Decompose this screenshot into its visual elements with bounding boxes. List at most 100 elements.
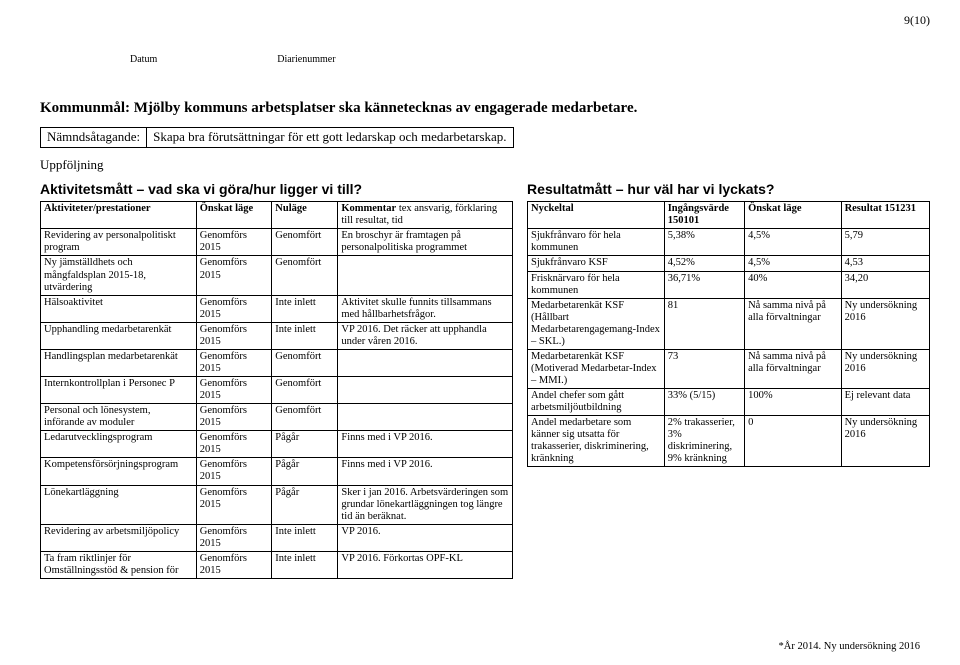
- cell: 4,52%: [664, 256, 744, 271]
- cell: Ta fram riktlinjer för Omställningsstöd …: [41, 551, 197, 578]
- col-aktiviteter: Aktiviteter/prestationer: [41, 202, 197, 229]
- right-column: Resultatmått – hur väl har vi lyckats? N…: [527, 181, 930, 467]
- namnd-label: Nämndsåtagande:: [40, 127, 147, 148]
- cell: Genomfört: [272, 229, 338, 256]
- table-row: Handlingsplan medarbetarenkätGenomförs 2…: [41, 349, 513, 376]
- cell: Inte inlett: [272, 322, 338, 349]
- cell: Genomförs 2015: [196, 295, 272, 322]
- table-row: HälsoaktivitetGenomförs 2015Inte inlettA…: [41, 295, 513, 322]
- cell: Nå samma nivå på alla förvaltningar: [745, 349, 841, 388]
- cell: Inte inlett: [272, 295, 338, 322]
- table-row: LönekartläggningGenomförs 2015PågårSker …: [41, 485, 513, 524]
- cell: Handlingsplan medarbetarenkät: [41, 349, 197, 376]
- cell: Ny undersökning 2016: [841, 416, 929, 467]
- cell: Genomförs 2015: [196, 349, 272, 376]
- cell: Frisknärvaro för hela kommunen: [528, 271, 665, 298]
- cell: VP 2016. Det räcker att upphandla under …: [338, 322, 513, 349]
- cell: Genomförs 2015: [196, 431, 272, 458]
- table-head-row: Nyckeltal Ingångsvärde 150101 Önskat läg…: [528, 202, 930, 229]
- cell: 5,38%: [664, 229, 744, 256]
- cell: Genomförs 2015: [196, 322, 272, 349]
- col-onskat: Önskat läge: [196, 202, 272, 229]
- cell: [338, 404, 513, 431]
- cell: 4,5%: [745, 256, 841, 271]
- cell: Sjukfrånvaro för hela kommunen: [528, 229, 665, 256]
- table-row: Medarbetarenkät KSF (Motiverad Medarbeta…: [528, 349, 930, 388]
- cell: 73: [664, 349, 744, 388]
- cell: Lönekartläggning: [41, 485, 197, 524]
- cell: 33% (5/15): [664, 389, 744, 416]
- kommunmal-label: Kommunmål:: [40, 100, 130, 116]
- cell: Medarbetarenkät KSF (Motiverad Medarbeta…: [528, 349, 665, 388]
- cell: Inte inlett: [272, 551, 338, 578]
- page-number: 9(10): [904, 14, 930, 28]
- col-resultat: Resultat 151231: [841, 202, 929, 229]
- cell: Genomförs 2015: [196, 404, 272, 431]
- cell: Genomfört: [272, 377, 338, 404]
- cell: Upphandling medarbetarenkät: [41, 322, 197, 349]
- cell: 100%: [745, 389, 841, 416]
- cell: [338, 377, 513, 404]
- table-row: Frisknärvaro för hela kommunen36,71%40%3…: [528, 271, 930, 298]
- cell: 81: [664, 298, 744, 349]
- table-row: Andel medarbetare som känner sig utsatta…: [528, 416, 930, 467]
- namnd-text: Skapa bra förutsättningar för ett gott l…: [147, 127, 513, 148]
- table-row: Ny jämställdhets och mångfaldsplan 2015-…: [41, 256, 513, 295]
- cell: En broschyr är framtagen på personalpoli…: [338, 229, 513, 256]
- table-row: Andel chefer som gått arbetsmiljöutbildn…: [528, 389, 930, 416]
- cell: Revidering av personalpolitiskt program: [41, 229, 197, 256]
- resultatmatt-title: Resultatmått – hur väl har vi lyckats?: [527, 181, 930, 197]
- cell: Aktivitet skulle funnits tillsammans med…: [338, 295, 513, 322]
- cell: Internkontrollplan i Personec P: [41, 377, 197, 404]
- cell: Sjukfrånvaro KSF: [528, 256, 665, 271]
- aktivitetsmatt-title: Aktivitetsmått – vad ska vi göra/hur lig…: [40, 181, 513, 197]
- namndsatagande-row: Nämndsåtagande: Skapa bra förutsättninga…: [40, 127, 930, 148]
- table-row: LedarutvecklingsprogramGenomförs 2015Påg…: [41, 431, 513, 458]
- resultat-table: Nyckeltal Ingångsvärde 150101 Önskat läg…: [527, 201, 930, 467]
- cell: 5,79: [841, 229, 929, 256]
- cell: 4,53: [841, 256, 929, 271]
- cell: VP 2016. Förkortas OPF-KL: [338, 551, 513, 578]
- cell: [338, 349, 513, 376]
- cell: Ny undersökning 2016: [841, 349, 929, 388]
- col-nulage: Nuläge: [272, 202, 338, 229]
- cell: Inte inlett: [272, 524, 338, 551]
- cell: Kompetensförsörjningsprogram: [41, 458, 197, 485]
- cell: 34,20: [841, 271, 929, 298]
- cell: Andel medarbetare som känner sig utsatta…: [528, 416, 665, 467]
- cell: Pågår: [272, 458, 338, 485]
- cell: 2% trakasserier, 3% diskriminering, 9% k…: [664, 416, 744, 467]
- table-row: Internkontrollplan i Personec PGenomförs…: [41, 377, 513, 404]
- cell: Genomfört: [272, 349, 338, 376]
- cell: Ledarutvecklingsprogram: [41, 431, 197, 458]
- aktivitets-table: Aktiviteter/prestationer Önskat läge Nul…: [40, 201, 513, 579]
- cell: Ny undersökning 2016: [841, 298, 929, 349]
- table-row: Ta fram riktlinjer för Omställningsstöd …: [41, 551, 513, 578]
- table-row: Sjukfrånvaro för hela kommunen5,38%4,5%5…: [528, 229, 930, 256]
- cell: 4,5%: [745, 229, 841, 256]
- uppfoljning-heading: Uppföljning: [40, 158, 930, 173]
- cell: Genomfört: [272, 256, 338, 295]
- cell: [338, 256, 513, 295]
- cell: Genomfört: [272, 404, 338, 431]
- left-column: Aktivitetsmått – vad ska vi göra/hur lig…: [40, 181, 513, 579]
- cell: Genomförs 2015: [196, 377, 272, 404]
- cell: Finns med i VP 2016.: [338, 458, 513, 485]
- cell: Pågår: [272, 485, 338, 524]
- cell: Nå samma nivå på alla förvaltningar: [745, 298, 841, 349]
- cell: Genomförs 2015: [196, 524, 272, 551]
- table-row: Medarbetarenkät KSF (Hållbart Medarbetar…: [528, 298, 930, 349]
- cell: Hälsoaktivitet: [41, 295, 197, 322]
- table-row: Upphandling medarbetarenkätGenomförs 201…: [41, 322, 513, 349]
- col-kommentar: Kommentar tex ansvarig, förklaring till …: [338, 202, 513, 229]
- cell: Pågår: [272, 431, 338, 458]
- kommunmal-text: Mjölby kommuns arbetsplatser ska kännete…: [134, 100, 638, 116]
- datum-label: Datum: [130, 54, 157, 66]
- cell: 36,71%: [664, 271, 744, 298]
- header-labels: Datum Diarienummer: [130, 54, 336, 66]
- col-ingangsvarde: Ingångsvärde 150101: [664, 202, 744, 229]
- table-row: Personal och lönesystem, införande av mo…: [41, 404, 513, 431]
- table-row: KompetensförsörjningsprogramGenomförs 20…: [41, 458, 513, 485]
- cell: 40%: [745, 271, 841, 298]
- cell: Genomförs 2015: [196, 256, 272, 295]
